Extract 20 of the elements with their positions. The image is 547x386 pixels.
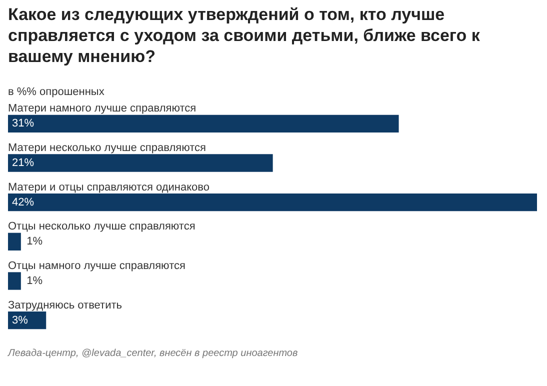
- y-tick-label: Матери намного лучше справляются: [8, 102, 196, 115]
- bar: [8, 114, 399, 132]
- bar: [8, 232, 21, 250]
- data-label: 3%: [12, 314, 28, 326]
- bar: [8, 154, 273, 172]
- y-tick-label: Матери и отцы справляются одинаково: [8, 181, 210, 194]
- y-tick-label: Отцы намного лучше справляются: [8, 260, 186, 272]
- text: Левада-центр, @levada_center, внесён в реестр иноагентов: [8, 348, 298, 359]
- data-label: 21%: [12, 157, 34, 170]
- chart-title: Какое из следующих утверждений о том, кто лучше справляется с уходом за своими детьми, ближе всего к вашему мнению?: [8, 4, 481, 67]
- chart-subtitle: в %% опрошенных: [8, 86, 104, 98]
- data-label: 1%: [26, 275, 43, 288]
- bar: [8, 194, 537, 212]
- y-tick-label: Затрудняюсь ответить: [8, 299, 122, 312]
- data-label: 42%: [12, 196, 34, 208]
- data-label: 31%: [12, 118, 34, 130]
- bar: [8, 272, 21, 290]
- data-label: 1%: [26, 236, 43, 248]
- y-tick-label: Матери несколько лучше справляются: [8, 142, 206, 154]
- y-tick-label: Отцы несколько лучше справляются: [8, 220, 196, 233]
